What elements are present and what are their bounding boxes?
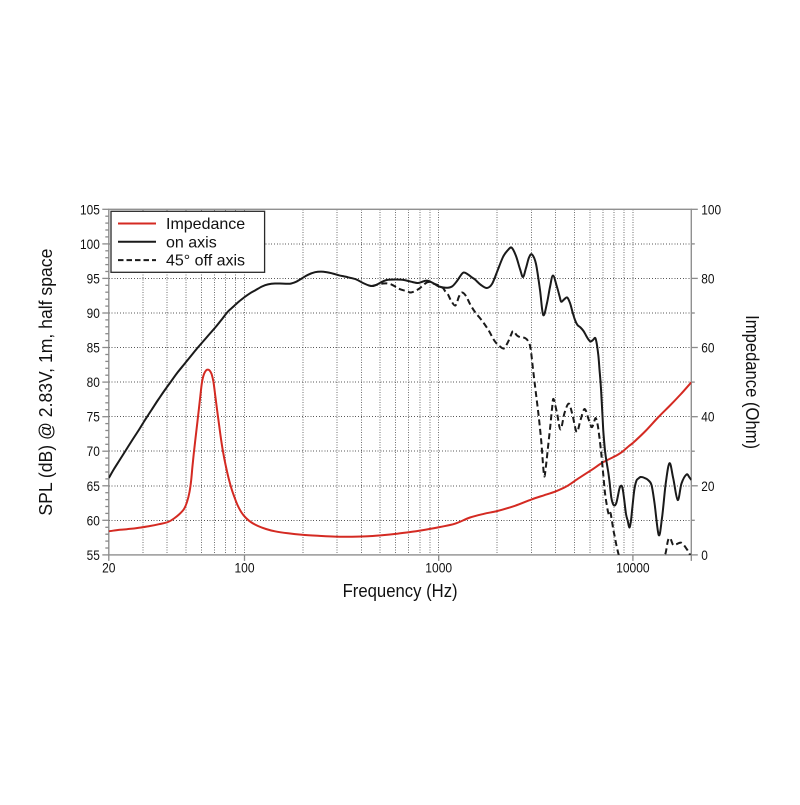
svg-text:90: 90	[87, 305, 100, 321]
svg-text:10000: 10000	[616, 559, 650, 575]
svg-text:Frequency (Hz): Frequency (Hz)	[343, 581, 458, 601]
svg-text:1000: 1000	[425, 559, 452, 575]
svg-text:20: 20	[102, 559, 116, 575]
svg-text:100: 100	[701, 201, 721, 217]
svg-text:55: 55	[87, 547, 100, 563]
svg-text:20: 20	[701, 478, 714, 494]
svg-text:100: 100	[234, 559, 254, 575]
svg-text:40: 40	[701, 409, 714, 425]
svg-text:60: 60	[87, 512, 100, 528]
svg-text:0: 0	[701, 547, 708, 563]
svg-text:100: 100	[80, 236, 100, 252]
svg-text:Impedance: Impedance	[166, 216, 245, 233]
svg-text:80: 80	[87, 374, 100, 390]
svg-text:on axis: on axis	[166, 234, 217, 251]
svg-text:105: 105	[80, 201, 100, 217]
svg-text:60: 60	[701, 340, 714, 356]
svg-text:65: 65	[87, 478, 100, 494]
svg-text:SPL (dB) @ 2.83V, 1m, half spa: SPL (dB) @ 2.83V, 1m, half space	[36, 249, 56, 516]
svg-text:85: 85	[87, 340, 100, 356]
svg-text:95: 95	[87, 270, 100, 286]
svg-text:45° off axis: 45° off axis	[166, 253, 245, 270]
svg-text:70: 70	[87, 443, 100, 459]
svg-text:75: 75	[87, 409, 100, 425]
svg-text:80: 80	[701, 270, 714, 286]
svg-text:Impedance (Ohm): Impedance (Ohm)	[742, 315, 762, 449]
